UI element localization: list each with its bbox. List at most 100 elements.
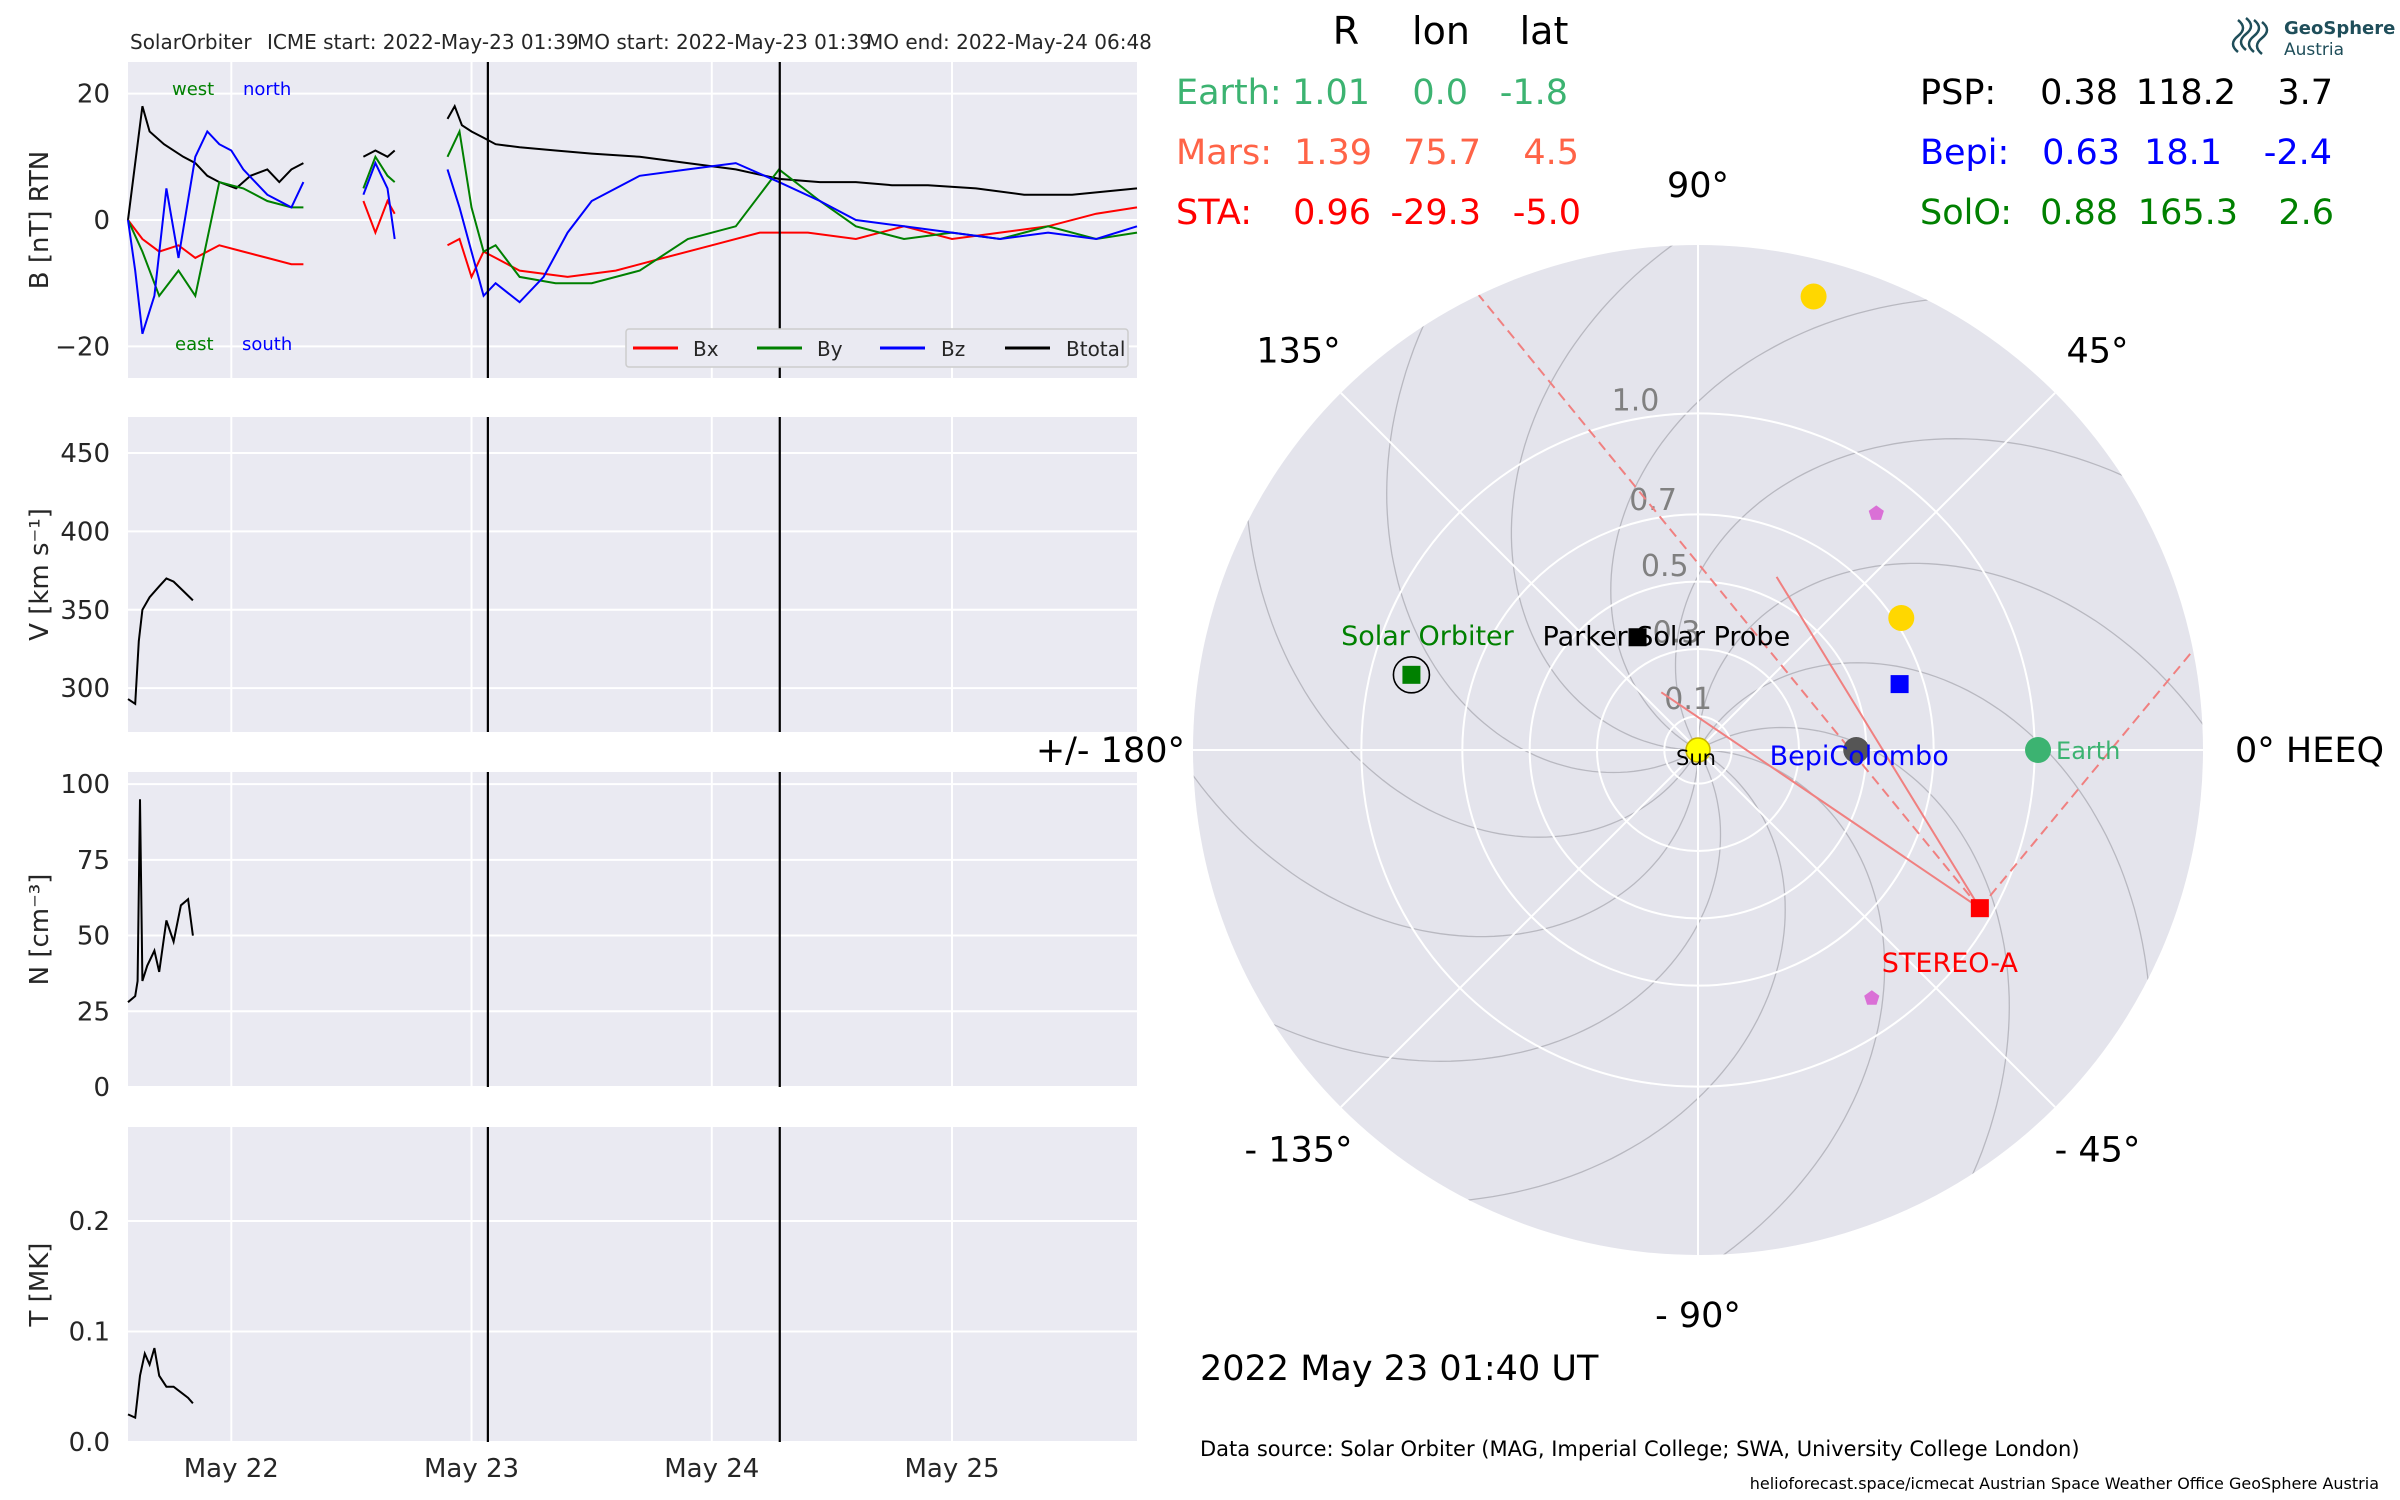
table-header-r: R xyxy=(1333,9,1359,53)
r-tick-label: 0.5 xyxy=(1641,549,1689,584)
panel-background xyxy=(128,772,1137,1087)
row-psp-name: PSP: xyxy=(1920,73,1996,113)
x-tick-label: May 23 xyxy=(424,1454,519,1484)
footer-credit: helioforecast.space/icmecat Austrian Spa… xyxy=(1750,1474,2379,1493)
logo-wave-icon xyxy=(2231,17,2269,55)
polar-spoke xyxy=(1697,392,2056,751)
y-tick-label: 450 xyxy=(60,439,110,469)
series-t xyxy=(127,1347,194,1420)
row-psp-lat: 3.7 xyxy=(2277,73,2333,113)
series-n xyxy=(127,799,194,1003)
label-south: south xyxy=(242,334,292,355)
r-tick-label: 0.7 xyxy=(1629,483,1677,518)
object-label-psp: Parker Solar Probe xyxy=(1543,621,1791,652)
marker-sun xyxy=(1685,737,1711,763)
y-tick-label: 0.2 xyxy=(69,1207,110,1237)
y-tick-label: 0.1 xyxy=(69,1317,110,1347)
marker-mars xyxy=(1800,283,1827,310)
y-axis-label: T [MK] xyxy=(25,1243,55,1328)
time-series-panels: 20 0 −20 B [nT] RTN 450 400 350 300 V [km s⁻¹] 10… xyxy=(25,62,1138,1484)
header-mo-start: MO start: 2022-May-23 01:39 xyxy=(577,30,872,54)
object-label-bepi: BepiColombo xyxy=(1770,741,1949,772)
y-tick-label: 20 xyxy=(77,80,110,110)
date-label: 2022 May 23 01:40 UT xyxy=(1200,1349,1599,1389)
panel-4: May 22 May 23 May 24 May 25 0.2 0.1 0.0 T [MK] xyxy=(25,1127,1137,1484)
logo-line2: Austria xyxy=(2284,40,2344,60)
geosphere-logo: GeoSphere Austria xyxy=(2231,17,2395,60)
header-mo-end: MO end: 2022-May-24 06:48 xyxy=(866,30,1152,54)
legend-label-bz: Bz xyxy=(941,337,965,361)
panel-background xyxy=(128,417,1137,732)
object-label-sun: Sun xyxy=(1676,746,1716,770)
marker-stereo-a xyxy=(1970,899,1989,918)
marker-venus xyxy=(1888,604,1915,631)
polar-spoke xyxy=(1340,392,1699,751)
y-tick-label: 400 xyxy=(60,517,110,547)
x-tick-label: May 25 xyxy=(904,1454,999,1484)
parker-spirals xyxy=(1193,245,2203,1255)
row-mars-name: Mars: xyxy=(1176,133,1272,173)
polar-ring xyxy=(1596,648,1800,852)
solo-highlight-ring xyxy=(1392,656,1431,694)
series-btotal xyxy=(127,103,1138,221)
row-bepi-r: 0.63 xyxy=(2042,133,2120,173)
panel-1: 20 0 −20 B [nT] RTN xyxy=(25,62,1138,378)
row-sta-lon: -29.3 xyxy=(1390,193,1481,233)
polar-spoke xyxy=(1340,749,1699,1108)
sta-fov-line xyxy=(1660,691,1981,909)
series-v xyxy=(127,577,194,706)
sta-fov-line xyxy=(1979,245,2203,909)
y-tick-label: 75 xyxy=(77,846,110,876)
label-west: west xyxy=(172,79,214,100)
polar-spoke xyxy=(1697,749,2056,1108)
header-spacecraft: SolarOrbiter xyxy=(130,30,252,54)
spiral-line xyxy=(1674,438,2167,745)
spiral-line xyxy=(1700,662,2152,1030)
legend-label-bx: Bx xyxy=(693,337,719,361)
logo-line1: GeoSphere xyxy=(2284,18,2395,39)
object-label-earth: Earth xyxy=(2056,737,2120,765)
spiral-line xyxy=(1697,562,2203,766)
r-tick-label: 1.0 xyxy=(1612,383,1660,418)
marker-bepi xyxy=(1890,675,1909,694)
panel-3: 100 75 50 25 0 N [cm⁻³] xyxy=(25,770,1137,1103)
y-tick-label: 0 xyxy=(93,206,110,236)
row-bepi-lat: -2.4 xyxy=(2264,133,2332,173)
spiral-line xyxy=(1510,245,1714,751)
angle-label: 135° xyxy=(1256,331,1340,371)
row-mars-lat: 4.5 xyxy=(1523,133,1579,173)
y-axis-label: N [cm⁻³] xyxy=(25,874,55,986)
row-bepi-lon: 18.1 xyxy=(2144,133,2222,173)
y-tick-label: 0 xyxy=(93,1073,110,1103)
object-label-stereo-a: STEREO-A xyxy=(1882,948,2019,979)
table-header-lon: lon xyxy=(1412,9,1470,53)
y-tick-label: −20 xyxy=(55,332,110,362)
data-source: Data source: Solar Orbiter (MAG, Imperia… xyxy=(1200,1437,2080,1461)
table-header-lat: lat xyxy=(1520,9,1569,53)
legend-label-by: By xyxy=(817,337,843,361)
row-earth-lon: 0.0 xyxy=(1412,73,1468,113)
row-mars-r: 1.39 xyxy=(1294,133,1372,173)
spiral-line xyxy=(1244,470,1696,838)
spiral-line xyxy=(1229,755,1722,1062)
sta-fov-line xyxy=(1775,576,1981,909)
row-sta-lat: -5.0 xyxy=(1513,193,1581,233)
polar-ring xyxy=(1461,513,1935,987)
spiral-line xyxy=(1703,726,2010,1219)
marker-psp xyxy=(1628,628,1647,647)
row-psp-lon: 118.2 xyxy=(2136,73,2236,113)
row-psp-r: 0.38 xyxy=(2040,73,2118,113)
y-tick-label: 350 xyxy=(60,596,110,626)
marker-mercury xyxy=(1843,737,1870,763)
y-tick-label: 100 xyxy=(60,770,110,800)
label-east: east xyxy=(175,334,214,355)
spiral-line xyxy=(1193,734,1699,938)
b-legend: Bx By Bz Btotal xyxy=(625,328,1129,368)
r-tick-label: 0.3 xyxy=(1653,616,1701,651)
angle-label: +/- 180° xyxy=(1036,731,1185,771)
spiral-line xyxy=(1386,281,1693,774)
y-tick-label: 50 xyxy=(77,922,110,952)
marker-earth xyxy=(2025,737,2052,763)
spiral-line xyxy=(1610,296,1978,748)
